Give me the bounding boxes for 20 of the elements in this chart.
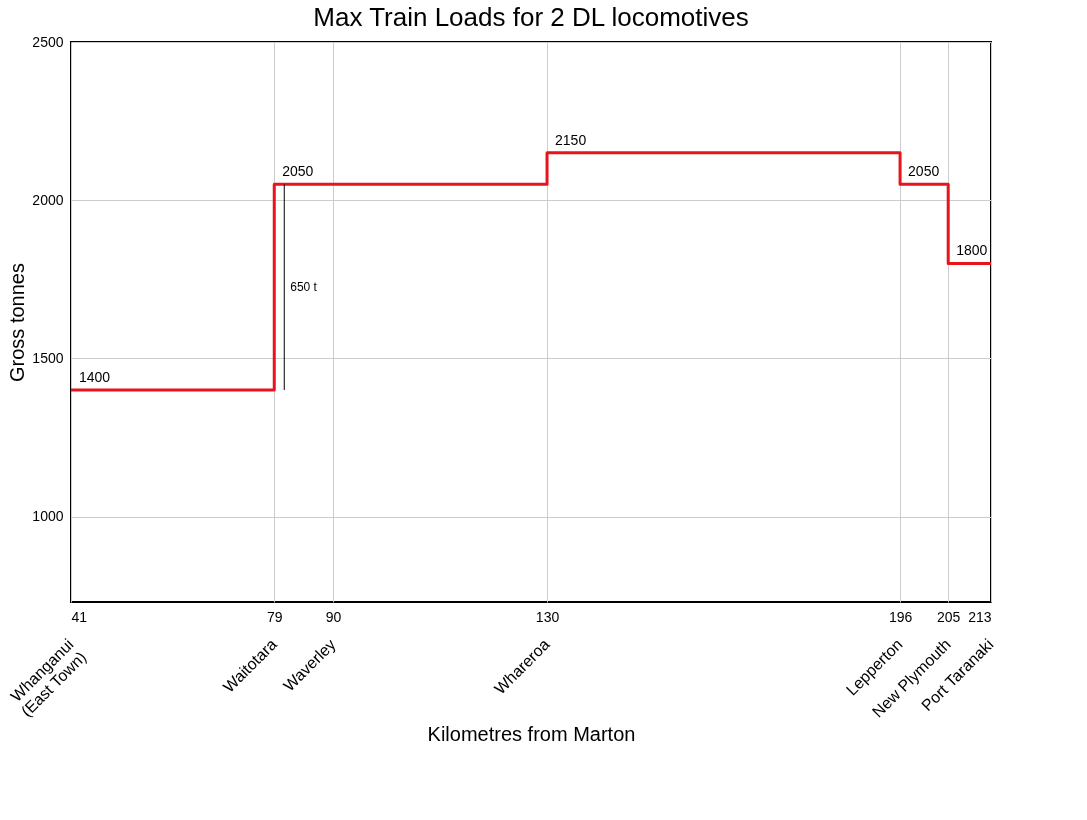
text: 1800: [956, 242, 988, 259]
y-tick-label: 1500: [32, 349, 64, 366]
y-axis-title: Gross tonnes: [6, 263, 29, 382]
x-tick-label: 79: [266, 608, 283, 625]
x-axis-title: Kilometres from Marton: [427, 722, 636, 745]
text: 2050: [908, 163, 940, 180]
x-tick-label: 90: [325, 608, 342, 625]
x-tick-label: 213: [968, 608, 992, 625]
x-tick-label: 130: [535, 608, 560, 625]
annotation: 650 t: [290, 280, 318, 295]
x-tick-label: 205: [937, 608, 961, 625]
chart-title: Max Train Loads for 2 DL locomotives: [313, 2, 749, 32]
y-tick-label: 2500: [32, 33, 64, 50]
text: 2050: [282, 163, 314, 180]
x-tick-label: 41: [71, 608, 88, 625]
y-tick-label: 1000: [32, 508, 64, 525]
y-tick-label: 2000: [32, 191, 64, 208]
x-tick-label: 196: [888, 608, 913, 625]
text: 2150: [555, 131, 587, 148]
text: 1400: [79, 369, 111, 386]
